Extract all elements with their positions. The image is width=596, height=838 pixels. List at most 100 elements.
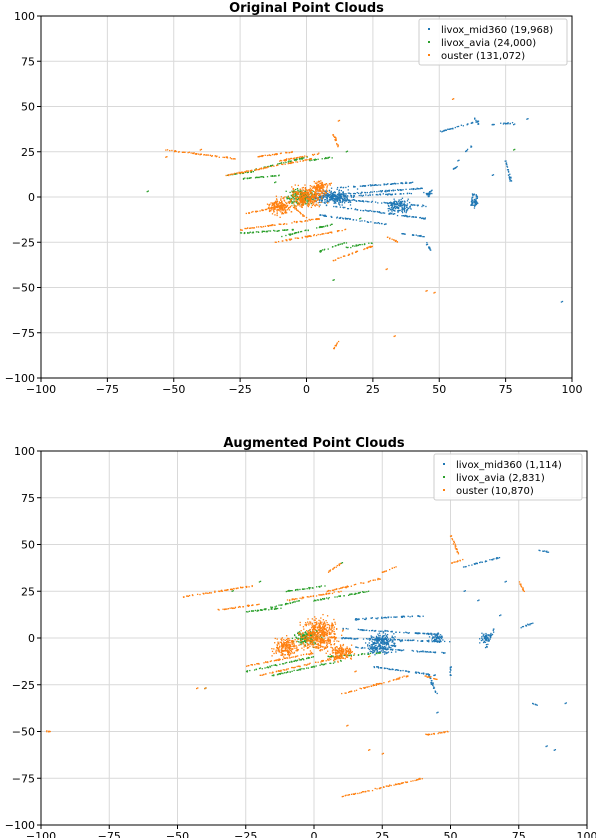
data-point <box>296 209 298 211</box>
data-point <box>303 628 305 630</box>
data-point <box>398 638 400 641</box>
data-point <box>377 666 379 668</box>
data-point <box>320 199 322 201</box>
data-point <box>284 669 286 671</box>
data-point <box>376 649 378 652</box>
data-point <box>366 247 369 249</box>
data-point <box>480 561 482 563</box>
data-point <box>317 198 320 201</box>
data-point <box>394 203 397 205</box>
data-point <box>344 795 346 797</box>
data-point <box>309 637 311 639</box>
data-point <box>452 543 455 545</box>
data-point <box>387 207 389 210</box>
data-point <box>400 670 402 672</box>
data-point <box>301 638 304 641</box>
data-point <box>317 204 319 206</box>
data-point <box>523 590 525 593</box>
data-point <box>418 778 420 780</box>
data-point <box>373 636 375 639</box>
data-point <box>314 197 316 199</box>
data-point <box>269 230 272 232</box>
data-point <box>309 645 311 648</box>
data-point <box>184 151 186 153</box>
data-point <box>371 191 373 193</box>
data-point <box>260 609 262 611</box>
data-point <box>325 624 327 626</box>
data-point <box>284 160 286 162</box>
data-point <box>271 224 273 227</box>
data-point <box>332 200 334 202</box>
data-point <box>377 651 379 653</box>
data-point <box>363 629 365 631</box>
data-point <box>310 638 312 640</box>
data-point <box>327 200 329 202</box>
data-point <box>190 152 192 154</box>
data-point <box>399 676 401 679</box>
data-point <box>269 203 271 206</box>
data-point <box>306 621 309 623</box>
data-point <box>341 795 343 798</box>
data-point <box>386 641 389 643</box>
data-point <box>296 158 298 161</box>
data-point <box>283 203 285 206</box>
data-point <box>308 198 310 200</box>
data-point <box>371 210 373 212</box>
data-point <box>456 165 458 168</box>
data-point <box>319 195 321 197</box>
data-point <box>291 195 293 198</box>
data-point <box>174 150 176 152</box>
data-point <box>325 184 327 186</box>
data-point <box>299 212 302 214</box>
data-point <box>485 639 487 641</box>
chart-title: Original Point Clouds <box>229 1 384 16</box>
data-point <box>306 657 308 660</box>
data-point <box>303 659 305 661</box>
data-point <box>266 203 269 205</box>
data-point <box>393 201 395 203</box>
data-point <box>276 199 278 201</box>
data-point <box>311 642 314 644</box>
data-point <box>415 216 418 218</box>
data-point <box>314 182 317 184</box>
data-point <box>393 205 396 207</box>
data-point <box>329 199 332 201</box>
data-point <box>350 637 352 639</box>
data-point <box>318 218 320 220</box>
data-point <box>363 653 366 655</box>
data-point <box>348 199 350 201</box>
data-point <box>334 655 337 658</box>
data-point <box>381 645 384 648</box>
data-point <box>335 197 337 200</box>
data-point <box>311 193 314 195</box>
data-point <box>354 638 356 640</box>
data-point <box>464 590 466 592</box>
data-point <box>380 642 382 644</box>
data-point <box>364 209 367 211</box>
data-point <box>293 232 296 234</box>
data-point <box>231 173 234 175</box>
data-point <box>361 220 363 222</box>
data-point <box>333 566 336 569</box>
data-point <box>482 639 484 641</box>
data-point <box>271 672 273 674</box>
data-point <box>370 617 372 619</box>
data-point <box>275 205 278 208</box>
data-point <box>520 584 522 586</box>
data-point <box>437 711 439 713</box>
data-point <box>328 189 331 192</box>
data-point <box>361 646 364 649</box>
data-point <box>398 649 401 652</box>
data-point <box>278 174 280 177</box>
data-point <box>306 196 308 198</box>
data-point <box>283 208 285 210</box>
data-point <box>422 650 424 652</box>
data-point <box>405 675 407 677</box>
data-point <box>249 231 251 233</box>
data-point <box>368 210 370 212</box>
data-point <box>396 202 398 204</box>
data-point <box>423 236 425 238</box>
data-point <box>308 204 310 206</box>
data-point <box>307 196 309 198</box>
data-point <box>356 250 358 253</box>
